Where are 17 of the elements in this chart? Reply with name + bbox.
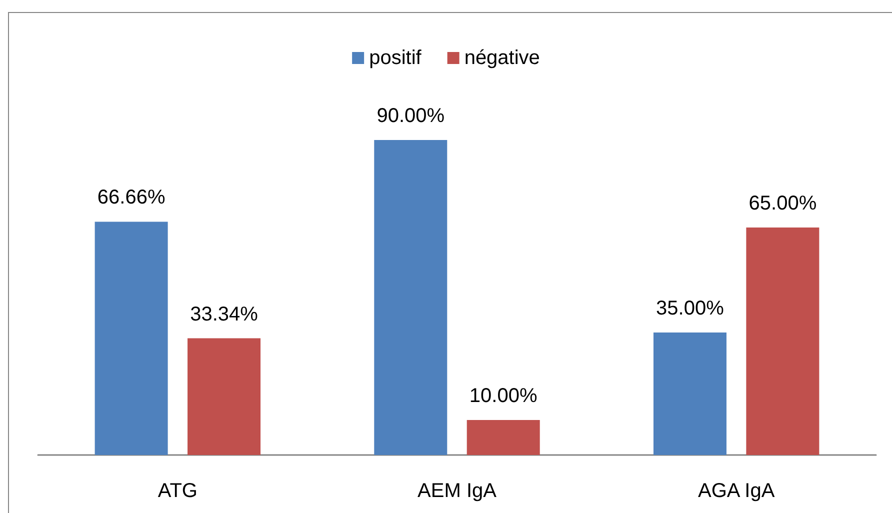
bar	[94, 222, 168, 455]
legend-label: négative	[464, 47, 540, 69]
bar	[466, 420, 540, 455]
data-label: 10.00%	[469, 385, 538, 407]
x-tick-label: AGA IgA	[698, 480, 776, 502]
x-tick-label: AEM IgA	[418, 480, 498, 502]
data-label: 33.34%	[190, 303, 258, 326]
bar	[653, 332, 726, 455]
data-label: 66.66%	[97, 186, 166, 209]
x-tick-label: ATG	[158, 480, 198, 502]
bar	[746, 228, 820, 455]
data-label: 65.00%	[748, 192, 817, 214]
data-label: 90.00%	[376, 105, 445, 127]
data-label: 35.00%	[656, 298, 724, 320]
bar	[188, 338, 261, 455]
bar	[374, 140, 448, 455]
legend-label: positif	[369, 47, 422, 69]
